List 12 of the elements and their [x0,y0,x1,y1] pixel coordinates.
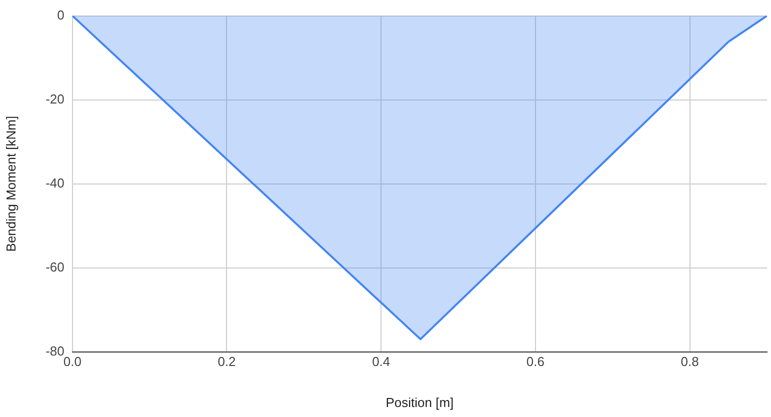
x-tick-label: 0.0 [63,354,82,370]
y-axis-title: Bending Moment [kNm] [3,116,18,252]
y-tick-label: -40 [46,175,64,190]
x-tick-label: 0.6 [526,354,544,370]
x-axis-title: Position [m] [386,394,454,410]
x-tick-label: 0.2 [218,354,236,370]
x-tick-label: 0.4 [372,354,390,370]
y-tick-label: -80 [46,343,64,358]
y-tick-label: -60 [46,259,64,274]
y-tick-label: 0 [57,7,64,22]
x-tick-label: 0.8 [680,354,699,370]
y-tick-label: -20 [46,91,64,106]
